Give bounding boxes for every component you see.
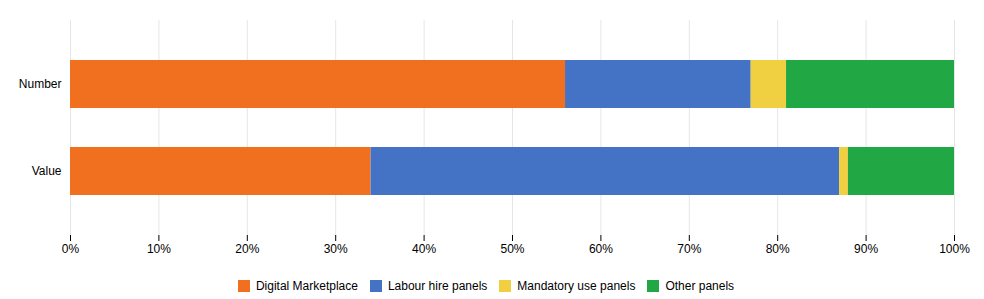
html-text:Digital Marketplace: Digital Marketplace [255, 278, 358, 293]
html-text:Labour hire panels: Labour hire panels [387, 278, 488, 293]
svg-text:90%: 90% [854, 242, 878, 256]
svg-text:60%: 60% [589, 242, 613, 256]
svg-text:0%: 0% [62, 242, 80, 256]
svg-text:70%: 70% [677, 242, 701, 256]
html-text:Mandatory use panels: Mandatory use panels [517, 278, 636, 293]
svg-text:40%: 40% [412, 242, 436, 256]
svg-text:100%: 100% [939, 242, 970, 256]
svg-text:Value: Value [32, 164, 62, 178]
svg-text:20%: 20% [235, 242, 259, 256]
html-text:Other panels: Other panels [665, 278, 735, 293]
svg-text:30%: 30% [324, 242, 348, 256]
svg-text:50%: 50% [500, 242, 524, 256]
svg-text:80%: 80% [766, 242, 790, 256]
svg-text:10%: 10% [147, 242, 171, 256]
svg-text:Number: Number [19, 77, 62, 91]
